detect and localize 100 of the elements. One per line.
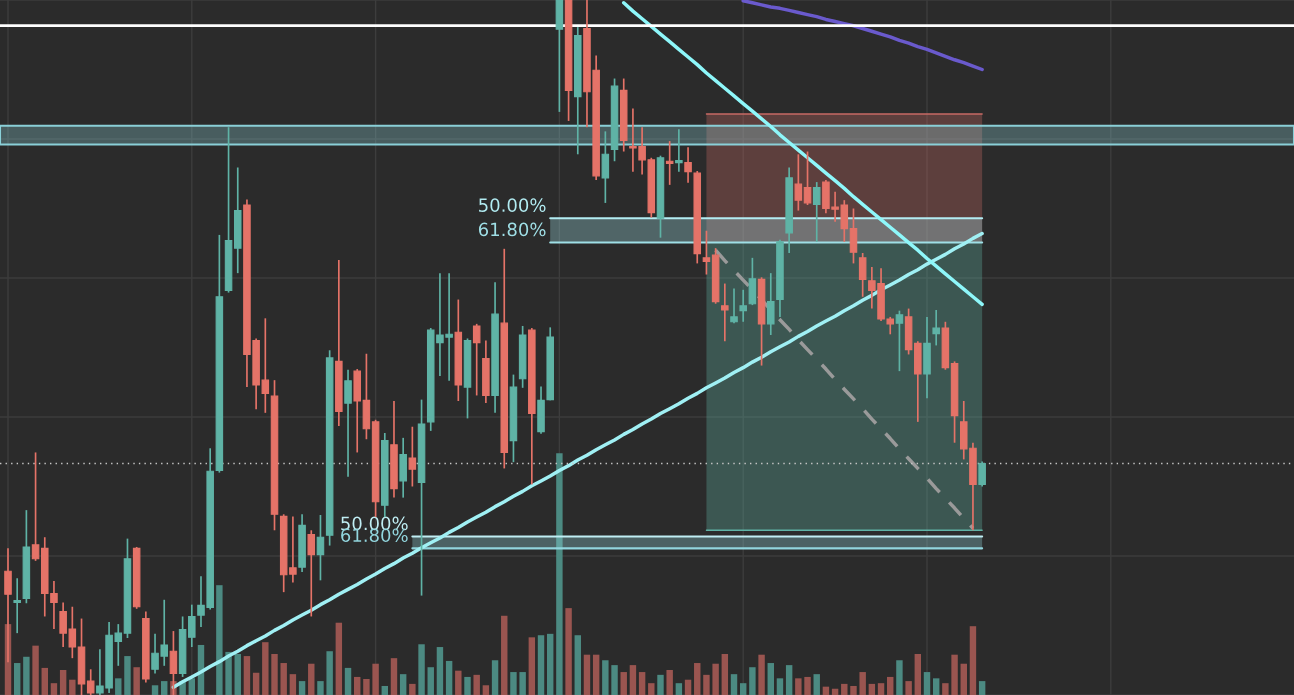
bar	[50, 683, 58, 695]
bar	[528, 637, 536, 695]
bar	[896, 660, 903, 695]
bar	[923, 672, 931, 695]
candlestick	[188, 603, 196, 648]
bar	[399, 674, 407, 695]
bar	[951, 654, 958, 695]
candlestick	[812, 181, 821, 243]
bar	[124, 656, 131, 695]
bar	[354, 676, 361, 695]
bar	[776, 678, 784, 695]
bar	[473, 674, 480, 695]
bar	[602, 660, 609, 695]
bar	[363, 679, 370, 695]
bar	[335, 622, 343, 695]
bar	[317, 681, 324, 695]
bar	[638, 672, 646, 695]
bar	[887, 676, 894, 695]
candlestick	[316, 514, 325, 582]
bar	[436, 647, 444, 695]
candlestick	[86, 668, 95, 695]
bar	[69, 679, 76, 695]
candlestick	[675, 128, 683, 173]
candlestick	[472, 323, 481, 397]
bar	[298, 681, 306, 695]
candlestick	[739, 288, 747, 323]
series-label: 50.00%	[479, 198, 546, 212]
bar	[574, 635, 581, 695]
bar	[565, 608, 572, 695]
bar	[730, 674, 738, 695]
bar	[785, 665, 793, 695]
bar	[611, 665, 618, 695]
bar	[464, 676, 471, 695]
candlestick	[730, 287, 738, 325]
candlestick	[601, 130, 610, 204]
bar	[326, 651, 333, 695]
bar	[280, 663, 287, 695]
bar	[510, 672, 517, 695]
bar	[905, 681, 912, 695]
bar	[151, 685, 159, 695]
bar	[501, 615, 508, 695]
bar	[767, 663, 774, 695]
bar	[161, 681, 168, 695]
bar	[41, 667, 48, 695]
bar	[666, 669, 673, 695]
candlestick	[13, 577, 21, 634]
bar	[32, 645, 39, 695]
candlestick	[932, 309, 940, 347]
bar	[427, 667, 434, 695]
bar	[583, 654, 591, 695]
bar	[620, 672, 627, 695]
bar	[684, 679, 692, 695]
candlestick	[895, 309, 904, 372]
bar	[804, 676, 811, 695]
bar	[372, 663, 379, 695]
bar	[390, 658, 398, 695]
bar	[749, 667, 756, 695]
bar	[519, 672, 526, 695]
bar	[308, 663, 315, 695]
bar	[841, 683, 848, 695]
series-label: 61.80%	[478, 222, 546, 237]
candlestick	[721, 282, 729, 343]
bar	[537, 635, 545, 695]
bar	[795, 678, 802, 695]
bar	[877, 683, 885, 695]
bar	[381, 685, 389, 695]
bar	[739, 683, 747, 695]
bar	[942, 683, 949, 695]
candlestick	[665, 140, 674, 186]
bar	[344, 667, 352, 695]
candlestick	[702, 229, 711, 276]
bar	[409, 683, 416, 695]
bar	[445, 660, 453, 695]
bar	[675, 683, 683, 695]
bar	[914, 654, 922, 695]
bar	[243, 656, 251, 695]
candlestick	[794, 153, 803, 212]
bar	[455, 670, 462, 695]
bar	[491, 660, 499, 695]
candlestick	[344, 368, 352, 478]
bar	[850, 685, 857, 695]
bar	[960, 663, 967, 695]
bar	[23, 656, 30, 695]
bar	[758, 654, 765, 695]
bar	[592, 654, 600, 695]
bar	[133, 667, 140, 695]
candlestick	[307, 529, 316, 618]
bar	[188, 678, 196, 695]
bar	[721, 654, 729, 695]
bar	[813, 674, 820, 695]
bar	[482, 685, 490, 695]
bar	[703, 674, 710, 695]
bar	[859, 672, 866, 695]
bar	[694, 663, 701, 695]
candlestick	[858, 252, 867, 298]
bar	[932, 678, 940, 695]
candlestick	[408, 425, 417, 488]
bar	[978, 681, 986, 695]
bar	[868, 683, 876, 695]
bar	[59, 669, 67, 695]
